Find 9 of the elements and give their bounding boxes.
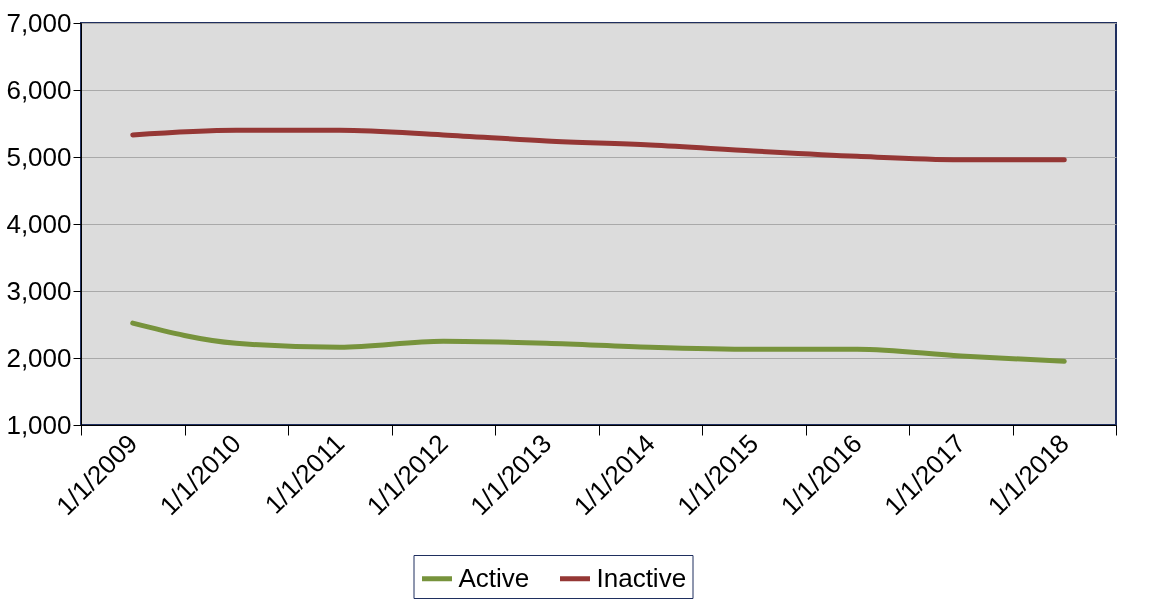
y-tick-label: 5,000 (6, 141, 72, 172)
legend-label: Inactive (596, 562, 687, 593)
legend-label: Active (458, 562, 530, 593)
y-tick-label: 3,000 (6, 275, 72, 306)
y-tick-label: 1,000 (6, 409, 72, 440)
y-tick-label: 2,000 (6, 342, 72, 373)
y-tick-label: 7,000 (6, 7, 72, 38)
y-tick-label: 4,000 (6, 208, 72, 239)
y-tick-label: 6,000 (6, 74, 72, 105)
